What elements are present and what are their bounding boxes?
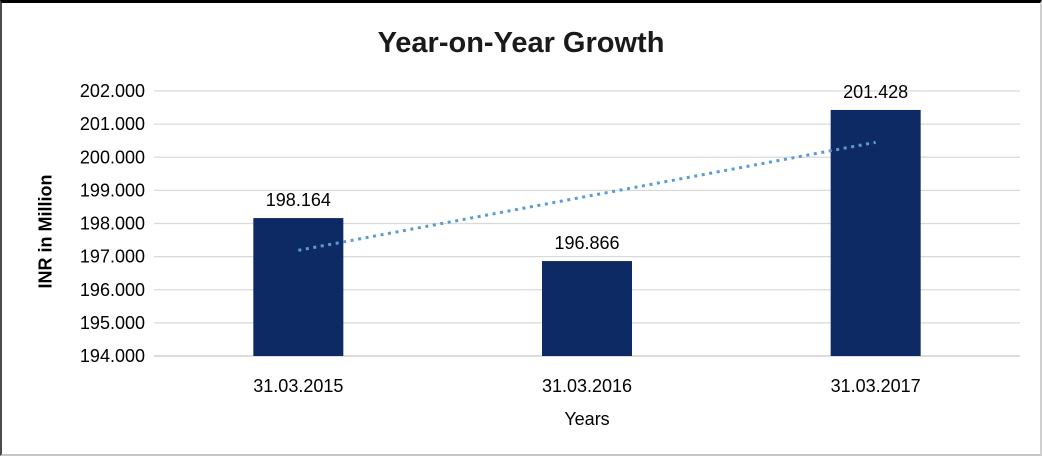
data-label: 201.428 — [843, 82, 908, 102]
y-tick-label: 200.000 — [80, 147, 145, 167]
x-tick-label: 31.03.2017 — [831, 376, 921, 396]
y-tick-label: 198.000 — [80, 214, 145, 234]
chart-title: Year-on-Year Growth — [377, 27, 665, 59]
y-tick-label: 199.000 — [80, 180, 145, 200]
x-tick-label: 31.03.2016 — [542, 376, 632, 396]
y-tick-label: 196.000 — [80, 280, 145, 300]
data-label: 198.164 — [266, 190, 331, 210]
y-tick-label: 194.000 — [80, 346, 145, 366]
chart-plot-area: 194.000 195.000 196.000 197.000 198.000 199.0… — [80, 81, 1020, 396]
x-axis-title: Years — [564, 409, 610, 429]
y-tick-label: 202.000 — [80, 81, 145, 101]
bar-31.03.2015[interactable] — [253, 218, 344, 356]
bar-31.03.2016[interactable] — [542, 261, 632, 356]
y-tick-label: 197.000 — [80, 247, 145, 267]
y-tick-label: 201.000 — [80, 114, 145, 134]
bar-31.03.2017[interactable] — [830, 109, 921, 356]
x-tick-label: 31.03.2015 — [253, 376, 343, 396]
y-tick-label: 195.000 — [80, 313, 145, 333]
data-label: 196.866 — [554, 233, 619, 253]
